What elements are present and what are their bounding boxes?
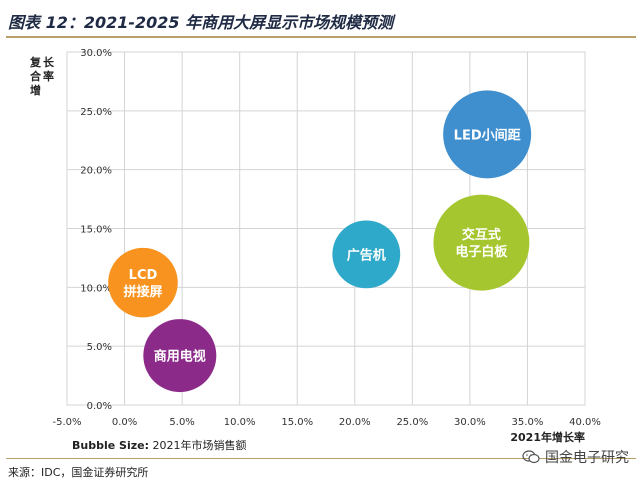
bubble-size-key: Bubble Size: [72, 439, 149, 452]
x-tick-label: 15.0% [281, 417, 313, 428]
bubble-size-legend: Bubble Size: 2021年市场销售额 [72, 437, 246, 453]
source-note: 来源：IDC，国金证券研究所 [8, 466, 149, 479]
x-tick-label: -5.0% [52, 417, 81, 428]
bubble-circle [108, 247, 178, 318]
y-tick-label: 20.0% [80, 166, 112, 177]
bubble-label: LCD [129, 268, 158, 283]
y-tick-label: 5.0% [87, 342, 112, 353]
bubble-label: 交互式 [462, 227, 501, 243]
bubble-size-value: 2021年市场销售额 [152, 439, 247, 452]
y-axis-label: 复合增长率 [29, 55, 55, 97]
bubble-label: 商用电视 [154, 349, 206, 365]
figure-title: 图表 12：2021-2025 年商用大屏显示市场规模预测 [8, 13, 394, 32]
x-tick-label: 0.0% [112, 417, 137, 428]
watermark-text: 国金电子研究 [545, 450, 629, 466]
tick-labels: -5.0% 0.0% 5.0% 10.0% 15.0% 20.0% 25.0% 30.0% 35… [52, 48, 600, 428]
x-tick-label: 5.0% [169, 417, 194, 428]
bubble-circle [143, 319, 217, 393]
y-tick-label: 25.0% [80, 107, 112, 118]
title-divider [6, 36, 636, 38]
bubble-label: 广告机 [347, 247, 386, 263]
bubble: LED小间距 [443, 90, 532, 179]
y-tick-label: 0.0% [87, 401, 112, 412]
y-tick-label: 15.0% [80, 225, 112, 236]
y-tick-label: 10.0% [80, 283, 112, 294]
x-tick-label: 25.0% [396, 417, 428, 428]
x-tick-label: 40.0% [569, 417, 601, 428]
bubble: 广告机 [332, 220, 401, 289]
bubble-circle [443, 90, 532, 179]
x-tick-label: 30.0% [454, 417, 486, 428]
y-tick-label: 30.0% [80, 48, 112, 59]
bubble: 商用电视 [143, 319, 217, 393]
x-axis-label: 2021年增长率 [510, 430, 585, 444]
bubble-label: 电子白板 [455, 244, 508, 260]
x-tick-label: 20.0% [339, 417, 371, 428]
x-tick-label: 35.0% [512, 417, 544, 428]
bubble-label: 拼接屏 [123, 284, 162, 300]
bubble-circle [433, 194, 530, 291]
bubble-label: LED小间距 [454, 127, 521, 143]
watermark: 国金电子研究 [522, 447, 629, 467]
wechat-icon [522, 450, 540, 464]
bubble-circle [332, 220, 401, 289]
footer-divider [6, 458, 636, 459]
x-tick-label: 10.0% [224, 417, 256, 428]
